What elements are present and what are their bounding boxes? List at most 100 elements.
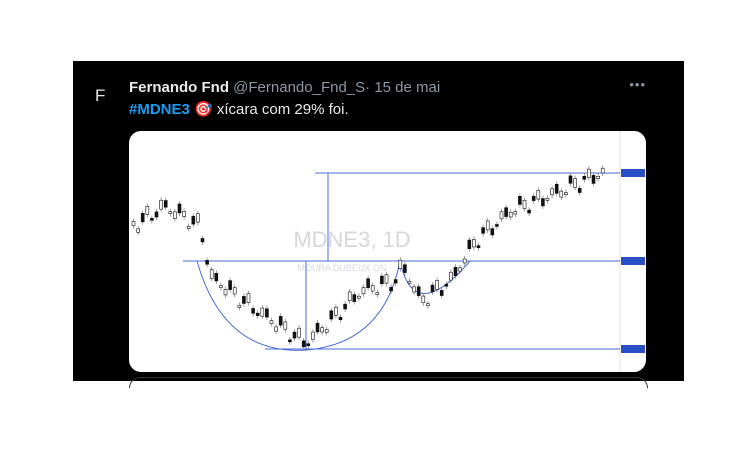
candle-part: [531, 195, 536, 201]
candle-part: [458, 267, 462, 272]
candle-part: [536, 190, 541, 200]
candle-part: [426, 303, 430, 307]
candle-part: [150, 218, 154, 221]
candle-part: [389, 286, 393, 292]
candle-part: [453, 266, 458, 277]
candle-part: [200, 238, 205, 243]
candle-part: [320, 327, 324, 333]
avatar[interactable]: F: [95, 86, 106, 105]
candle-part: [140, 213, 145, 223]
chart-image[interactable]: MDNE3, 1D MOURA DUBEUX ON: [129, 131, 646, 372]
candle-part: [472, 239, 476, 248]
candle-part: [232, 287, 237, 295]
separator: ·: [365, 79, 371, 96]
candle-part: [246, 293, 251, 303]
tweet: F Fernando Fnd @Fernando_Fnd_S· 15 de ma…: [73, 61, 684, 388]
cup-arc: [196, 260, 401, 351]
candle-part: [214, 273, 219, 282]
candle-part: [334, 306, 338, 316]
candle-part: [384, 274, 389, 284]
candle-part: [297, 327, 301, 338]
next-card: [129, 377, 648, 388]
candle-part: [366, 278, 370, 289]
candle-part: [559, 190, 564, 198]
candle-part: [191, 215, 196, 225]
candle-part: [274, 326, 278, 332]
watermark-sub: MOURA DUBEUX ON: [297, 263, 386, 273]
candle-part: [545, 198, 550, 201]
watermark: MDNE3, 1D: [293, 227, 410, 252]
candle-part: [554, 183, 559, 194]
candle-part: [278, 316, 283, 326]
tweet-text: #MDNE3 🎯 xícara com 29% foi.: [129, 100, 349, 118]
price-tag: [621, 257, 645, 265]
candle-part: [403, 264, 407, 273]
candle-part: [577, 187, 582, 193]
candle-part: [412, 286, 416, 293]
candle-part: [481, 227, 485, 234]
emoji: 🎯: [194, 101, 213, 118]
candle-part: [490, 228, 495, 236]
candle-part: [587, 168, 591, 178]
candle-part: [380, 275, 384, 285]
candle-part: [485, 220, 490, 231]
hashtag[interactable]: #MDNE3: [129, 101, 190, 118]
candle-part: [173, 211, 177, 219]
handle-arc: [399, 260, 471, 294]
more-menu[interactable]: •••: [629, 77, 646, 92]
candle-part: [421, 295, 426, 304]
candle-part: [154, 211, 159, 218]
candle-part: [255, 312, 260, 316]
candle-part: [145, 206, 150, 215]
candle-part: [462, 258, 467, 264]
candle-part: [306, 343, 311, 347]
candle-part: [329, 310, 334, 320]
candle-part: [522, 200, 527, 209]
candle-part: [228, 280, 232, 290]
candle-part: [311, 331, 315, 340]
candle-part: [209, 269, 214, 279]
candle-part: [370, 285, 375, 292]
candle-part: [568, 175, 573, 184]
candle-part: [416, 286, 421, 296]
candle-part: [518, 196, 522, 205]
candle-part: [260, 307, 265, 317]
candle-part: [163, 200, 168, 208]
candle-part: [186, 226, 191, 229]
candle-part: [301, 340, 306, 348]
candle-part: [237, 305, 242, 308]
price-tag: [621, 169, 645, 177]
candle-part: [508, 211, 513, 218]
candle-part: [407, 280, 412, 284]
candle-part: [223, 289, 228, 296]
candle-part: [596, 175, 600, 180]
candle-part: [292, 331, 297, 339]
candle-part: [444, 283, 449, 287]
candle-part: [476, 245, 481, 248]
candle-part: [205, 260, 209, 265]
candle-part: [591, 175, 596, 184]
body: xícara com 29% foi.: [216, 101, 349, 118]
author-handle[interactable]: @Fernando_Fnd_S: [233, 79, 366, 96]
candle-part: [527, 209, 531, 214]
candle-part: [541, 198, 545, 207]
candle-part: [513, 211, 518, 215]
candle-part: [495, 224, 499, 227]
candle-part: [564, 192, 568, 195]
candle-part: [251, 308, 255, 314]
candle-part: [430, 284, 435, 293]
price-tag: [621, 345, 645, 353]
tweet-header: Fernando Fnd @Fernando_Fnd_S· 15 de mai: [129, 79, 440, 96]
candle-part: [324, 329, 329, 333]
candle-part: [361, 287, 366, 295]
date[interactable]: 15 de mai: [374, 79, 441, 96]
candle-part: [573, 178, 577, 188]
candle-part: [168, 211, 173, 215]
author-name[interactable]: Fernando Fnd: [129, 79, 229, 96]
candle-part: [315, 322, 320, 333]
candle-part: [550, 188, 554, 196]
candle-part: [131, 221, 136, 226]
candle-part: [352, 294, 357, 302]
candle-part: [136, 228, 140, 233]
